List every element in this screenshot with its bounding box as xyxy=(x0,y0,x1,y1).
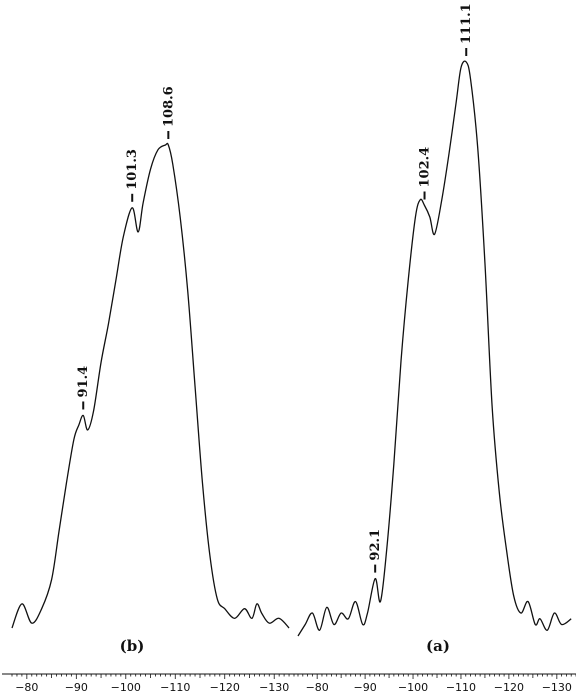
spectrum-line xyxy=(297,60,572,637)
x-tick-label: −90 xyxy=(65,681,88,694)
peak-label: 92.1 xyxy=(368,529,383,561)
peak-label: 111.1 xyxy=(459,3,474,44)
x-tick-label: −100 xyxy=(111,681,141,694)
x-tick-label: −120 xyxy=(210,681,240,694)
x-tick-label: −80 xyxy=(306,681,329,694)
panel-label: (a) xyxy=(426,637,450,655)
spectrum-line xyxy=(11,142,290,629)
panel-label: (b) xyxy=(120,637,145,655)
x-tick-label: −130 xyxy=(259,681,289,694)
peak-label: 102.4 xyxy=(418,147,433,188)
x-tick-label: −90 xyxy=(353,681,376,694)
x-tick-label: −100 xyxy=(398,681,428,694)
x-tick-label: −110 xyxy=(446,681,476,694)
x-tick-label: −120 xyxy=(494,681,524,694)
x-tick-label: −110 xyxy=(160,681,190,694)
peak-label: 101.3 xyxy=(125,149,140,190)
x-tick-label: −80 xyxy=(15,681,38,694)
peak-label: 91.4 xyxy=(76,366,91,398)
spectrum-panel-b: 91.4 101.3 108.6 (b) −80 −90 −100 −110 −120 −130 xyxy=(2,86,295,694)
peak-label: 108.6 xyxy=(161,86,176,127)
spectrum-panel-a: 92.1 102.4 111.1 (a) −80 −90 −100 −110 −120 −130 xyxy=(288,3,576,694)
x-tick-label: −130 xyxy=(542,681,572,694)
